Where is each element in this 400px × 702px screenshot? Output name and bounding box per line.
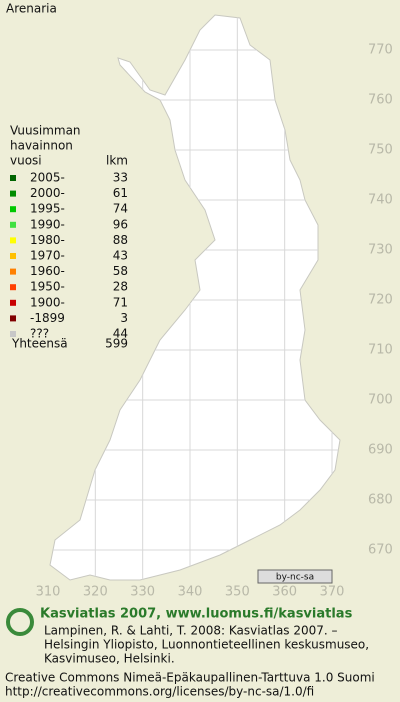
legend-count: 71 — [113, 295, 128, 309]
y-tick-label: 710 — [368, 343, 393, 358]
x-tick-label: 340 — [178, 585, 203, 600]
legend-total-label: Yhteensä — [11, 337, 68, 351]
y-tick-label: 720 — [368, 293, 393, 308]
legend-count-header: lkm — [106, 154, 128, 168]
legend-swatch — [10, 237, 16, 244]
legend-label: 2005- — [30, 171, 65, 185]
legend-swatch — [10, 299, 16, 306]
legend-count: 44 — [113, 327, 128, 341]
legend-count: 58 — [113, 264, 128, 278]
x-tick-label: 360 — [272, 585, 297, 600]
legend-label: 1980- — [30, 233, 65, 247]
legend-swatch — [10, 253, 16, 259]
legend-label: 1995- — [30, 202, 65, 216]
citation: Lampinen, R. & Lahti, T. 2008: Kasviatla… — [44, 624, 338, 638]
title: Arenaria — [6, 2, 57, 16]
x-tick-label: 310 — [36, 585, 61, 600]
x-tick-label: 350 — [225, 585, 250, 600]
x-tick-label: 370 — [320, 585, 345, 600]
y-tick-label: 690 — [368, 443, 393, 458]
legend-label: 1900- — [30, 295, 65, 309]
legend-heading: vuosi — [10, 154, 42, 168]
y-tick-label: 670 — [368, 543, 393, 558]
legend-swatch — [10, 268, 16, 275]
logo — [6, 608, 34, 636]
legend-count: 74 — [113, 202, 128, 216]
legend-label: 1960- — [30, 264, 65, 278]
legend-label: 1990- — [30, 217, 65, 231]
legend-count: 96 — [113, 217, 128, 231]
legend-count: 43 — [113, 249, 128, 263]
citation: Helsingin Yliopisto, Luonnontieteellinen… — [44, 638, 369, 652]
legend-swatch — [10, 190, 16, 197]
legend-heading: Vuusimman — [10, 124, 81, 138]
legend-count: 28 — [113, 280, 128, 294]
legend-label: ??? — [30, 327, 49, 341]
legend-swatch — [10, 315, 16, 322]
y-tick-label: 770 — [368, 43, 393, 58]
legend-label: -1899 — [30, 311, 65, 325]
y-tick-label: 730 — [368, 243, 393, 258]
y-tick-label: 740 — [368, 193, 393, 208]
citation: Kasvimuseo, Helsinki. — [44, 652, 175, 666]
x-tick-label: 320 — [83, 585, 108, 600]
legend-swatch — [10, 175, 16, 181]
legend-label: 1950- — [30, 280, 65, 294]
y-tick-label: 750 — [368, 143, 393, 158]
y-tick-label: 700 — [368, 393, 393, 408]
y-tick-label: 760 — [368, 93, 393, 108]
legend-count: 33 — [113, 171, 128, 185]
legend-count: 88 — [113, 233, 128, 247]
license-badge — [257, 569, 333, 584]
brand: Kasviatlas 2007, www.luomus.fi/kasviatla… — [40, 607, 353, 622]
legend-heading: havainnon — [10, 139, 73, 153]
legend-swatch — [10, 206, 16, 213]
legend-count: 61 — [113, 186, 128, 200]
legend-swatch — [10, 221, 16, 228]
y-tick-label: 680 — [368, 493, 393, 508]
legend-swatch — [10, 284, 16, 291]
legend-label: 2000- — [30, 186, 65, 200]
license: http://creativecommons.org/licenses/by-n… — [5, 685, 314, 699]
legend-label: 1970- — [30, 249, 65, 263]
license-badge-text: by-nc-sa — [276, 573, 314, 583]
legend-swatch — [10, 331, 16, 337]
legend-total: 599 — [105, 337, 128, 351]
legend-count: 3 — [120, 311, 128, 325]
license: Creative Commons Nimeä-Epäkaupallinen-Ta… — [5, 671, 375, 685]
x-tick-label: 330 — [130, 585, 155, 600]
finland-map — [49, 14, 341, 581]
